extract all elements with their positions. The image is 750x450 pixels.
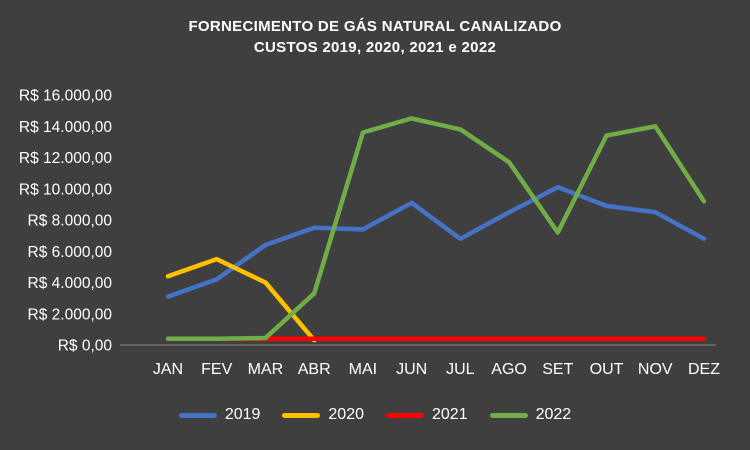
x-axis-tick-label: ABR [298, 361, 331, 378]
x-axis-tick-label: JUL [446, 361, 475, 378]
legend-label-2021: 2021 [432, 406, 468, 423]
x-axis-tick-label: MAR [248, 361, 284, 378]
x-axis-tick-label: FEV [201, 361, 232, 378]
legend-label-2022: 2022 [535, 406, 572, 423]
legend-swatch-2022 [489, 412, 528, 418]
legend-item-2020: 2020 [282, 406, 364, 424]
y-axis-tick-label: R$ 6.000,00 [28, 244, 113, 261]
series-line-2019 [165, 184, 707, 299]
legend-swatch-2020 [282, 412, 321, 418]
y-axis-tick-label: R$ 10.000,00 [19, 181, 112, 198]
x-axis-tick-label: JUN [396, 361, 427, 378]
x-axis-tick-label: JAN [153, 361, 183, 378]
chart-legend: 2019 2020 2021 2022 [0, 406, 750, 424]
x-axis-tick-label: AGO [491, 361, 527, 378]
x-axis-tick-label: OUT [590, 361, 624, 378]
legend-item-2021: 2021 [386, 406, 468, 424]
series-line-2020 [165, 256, 317, 343]
x-axis-tick-label: NOV [638, 361, 673, 378]
x-axis-tick-label: MAI [349, 361, 377, 378]
legend-swatch-2019 [178, 412, 217, 418]
y-axis-tick-label: R$ 16.000,00 [19, 88, 112, 105]
chart-title: FORNECIMENTO DE GÁS NATURAL CANALIZADO C… [0, 16, 750, 58]
y-axis-tick-label: R$ 14.000,00 [19, 119, 112, 136]
y-axis-tick-label: R$ 8.000,00 [28, 213, 113, 230]
y-axis-tick-label: R$ 0,00 [58, 338, 113, 355]
x-axis-tick-label: DEZ [688, 361, 720, 378]
chart-title-line1: FORNECIMENTO DE GÁS NATURAL CANALIZADO [188, 18, 562, 35]
legend-swatch-2021 [386, 412, 424, 418]
y-axis-tick-label: R$ 4.000,00 [28, 275, 113, 292]
y-axis-tick-label: R$ 2.000,00 [28, 306, 113, 323]
chart-title-line2: CUSTOS 2019, 2020, 2021 e 2022 [253, 39, 497, 56]
legend-item-2019: 2019 [178, 406, 261, 424]
series-line-2022 [165, 116, 707, 342]
x-axis-tick-label: SET [542, 361, 573, 378]
y-axis-tick-label: R$ 12.000,00 [19, 150, 112, 167]
legend-label-2020: 2020 [328, 406, 364, 423]
legend-label-2019: 2019 [224, 406, 261, 423]
legend-item-2022: 2022 [489, 406, 572, 424]
